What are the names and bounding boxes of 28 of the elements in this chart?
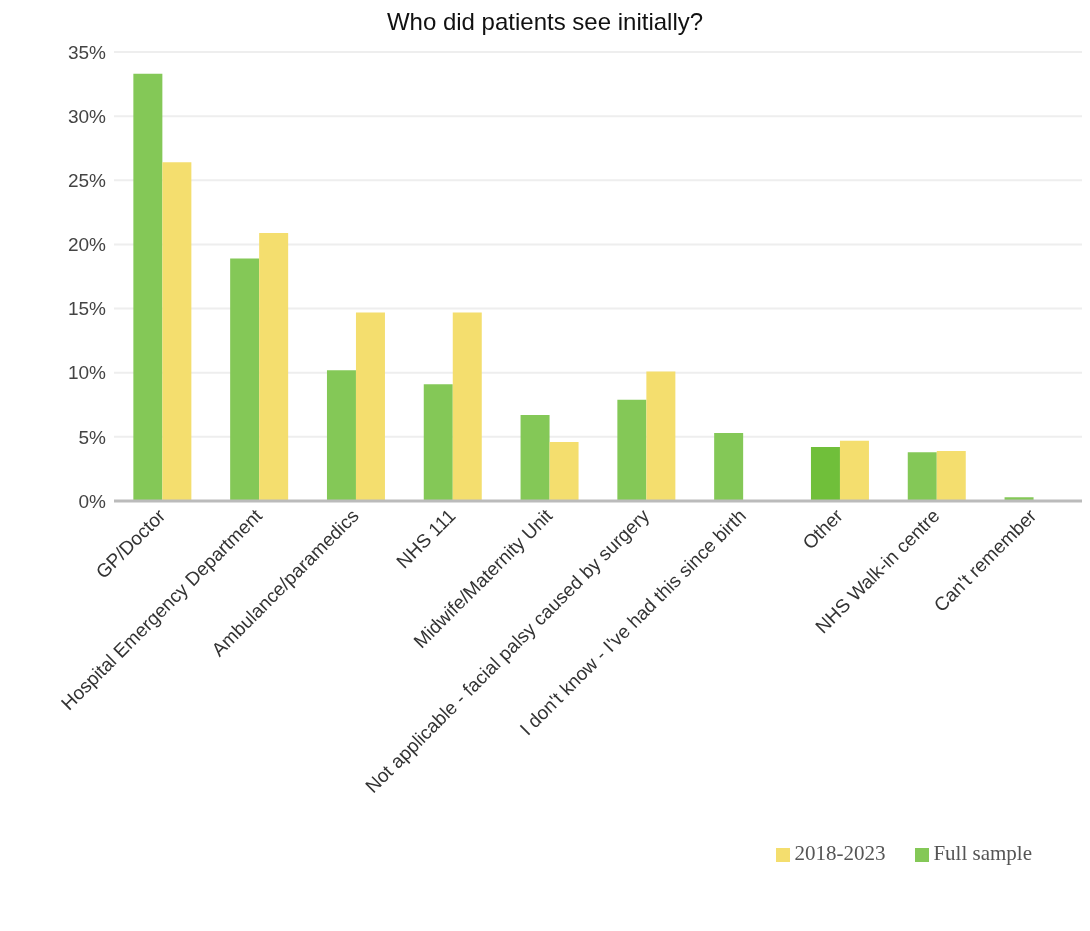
bar: [133, 73, 163, 501]
y-tick-label: 15%: [67, 298, 107, 320]
chart-title: Who did patients see initially?: [385, 8, 705, 36]
legend-label: 2018-2023: [794, 841, 886, 865]
bar: [646, 371, 676, 501]
y-tick-label: 35%: [67, 41, 107, 63]
y-tick-label: 5%: [78, 426, 107, 448]
bar: [326, 370, 356, 501]
y-tick-label: 10%: [67, 362, 107, 384]
legend-label: Full sample: [933, 841, 1032, 865]
bar: [839, 440, 869, 501]
bar: [714, 433, 744, 501]
bar: [452, 312, 482, 501]
bar: [423, 384, 453, 501]
bar: [617, 399, 647, 501]
y-tick-label: 30%: [67, 105, 107, 127]
y-tick-label: 0%: [78, 490, 107, 512]
y-tick-label: 20%: [67, 234, 107, 256]
bar: [520, 415, 550, 501]
bar: [936, 450, 966, 501]
bar: [907, 452, 937, 501]
bar: [230, 258, 260, 501]
bar: [549, 441, 579, 501]
y-tick-label: 25%: [67, 170, 107, 192]
bar: [355, 312, 385, 501]
bar: [810, 447, 840, 501]
bar: [162, 162, 192, 501]
bar: [259, 232, 289, 501]
